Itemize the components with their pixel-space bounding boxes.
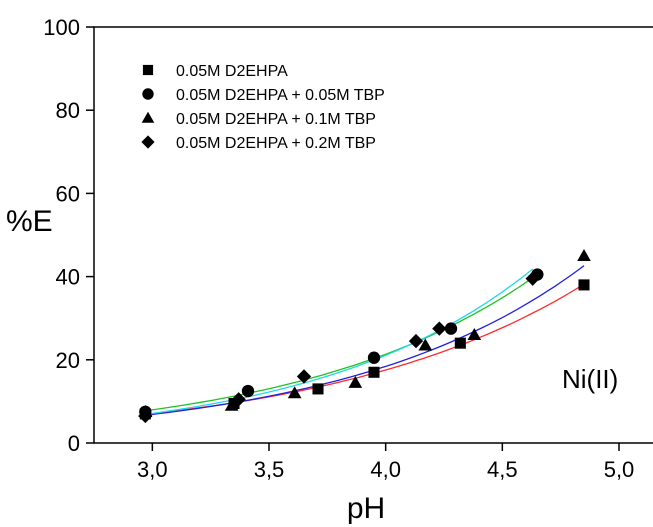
data-point-s2-1 <box>224 398 239 411</box>
data-point-s0-4 <box>454 337 466 349</box>
y-tick-label-2: 40 <box>56 265 80 290</box>
legend-marker-2 <box>141 111 155 123</box>
data-point-s3-3 <box>408 333 424 349</box>
data-point-s2-4 <box>418 338 433 351</box>
data-point-s1-2 <box>367 351 381 364</box>
data-point-s3-5 <box>525 271 540 286</box>
data-point-s1-1 <box>241 384 255 398</box>
y-axis-title: %E <box>6 205 53 238</box>
x-tick-label-2: 4,0 <box>370 457 401 482</box>
legend-label-0: 0.05M D2EHPA <box>176 63 288 80</box>
metal-annotation: Ni(II) <box>562 364 618 394</box>
data-point-s0-5 <box>578 279 590 291</box>
legend-marker-0 <box>142 64 154 76</box>
fit-curves <box>145 265 585 416</box>
fit-curve-0 <box>145 283 585 416</box>
data-point-s3-0 <box>138 408 153 424</box>
legend: 0.05M D2EHPA 0.05M D2EHPA + 0.05M TBP 0.05… <box>141 63 385 152</box>
fit-curve-3 <box>145 268 534 415</box>
data-point-s3-2 <box>296 369 312 384</box>
y-tick-label-1: 20 <box>56 348 80 373</box>
legend-label-3: 0.05M D2EHPA + 0.2M TBP <box>176 135 376 152</box>
y-tick-label-5: 100 <box>43 15 80 40</box>
x-tick-label-3: 4,5 <box>487 457 518 482</box>
data-point-s0-3 <box>368 366 380 378</box>
data-point-s1-3 <box>444 322 458 335</box>
data-point-s2-6 <box>577 248 591 261</box>
y-tick-label-0: 0 <box>68 431 80 456</box>
y-tick-label-4: 80 <box>56 98 80 123</box>
axis-ticks: 3,0 3,5 4,0 4,5 5,0 0 20 40 60 80 100 <box>43 15 634 482</box>
legend-marker-1 <box>142 88 154 100</box>
x-tick-label-1: 3,5 <box>254 457 285 482</box>
legend-marker-3 <box>141 135 155 149</box>
y-tick-label-3: 60 <box>56 181 80 206</box>
legend-label-1: 0.05M D2EHPA + 0.05M TBP <box>176 87 385 104</box>
data-markers <box>138 248 591 424</box>
x-tick-label-4: 5,0 <box>604 457 635 482</box>
fit-curve-2 <box>145 265 585 416</box>
legend-label-2: 0.05M D2EHPA + 0.1M TBP <box>176 111 376 128</box>
x-axis-title: pH <box>347 492 385 525</box>
data-point-s3-1 <box>231 392 246 407</box>
data-point-s2-5 <box>467 328 482 341</box>
x-tick-label-0: 3,0 <box>137 457 168 482</box>
fit-curve-1 <box>145 274 538 412</box>
data-point-s2-3 <box>348 375 363 388</box>
data-point-s0-2 <box>312 383 324 395</box>
plot-frame <box>93 26 653 444</box>
data-point-s3-4 <box>432 321 447 336</box>
data-point-s2-2 <box>287 386 302 399</box>
